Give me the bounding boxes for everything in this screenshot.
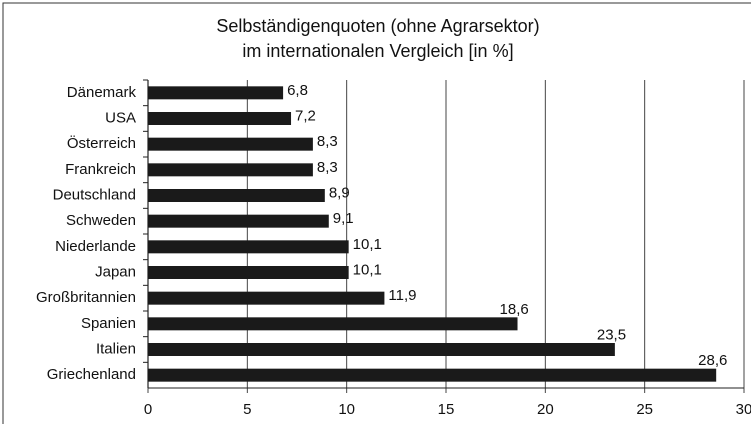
data-label: 8,3 xyxy=(317,159,338,176)
chart-title: im internationalen Vergleich [in %] xyxy=(242,41,513,61)
y-tick-label: Griechenland xyxy=(47,366,136,383)
y-tick-label: Schweden xyxy=(66,212,136,229)
y-tick-label: Italien xyxy=(96,340,136,357)
data-label: 8,9 xyxy=(329,184,350,201)
bar xyxy=(148,189,325,202)
bar xyxy=(148,240,349,254)
y-tick-label: Niederlande xyxy=(55,238,136,255)
y-tick-label: Spanien xyxy=(81,315,136,332)
bar xyxy=(148,214,329,228)
y-tick-label: Japan xyxy=(95,263,136,280)
data-label: 9,1 xyxy=(333,210,354,227)
data-label: 28,6 xyxy=(698,352,727,369)
bar xyxy=(148,317,518,331)
x-tick-label: 20 xyxy=(537,401,554,418)
data-label: 6,8 xyxy=(287,82,308,99)
chart-title: Selbständigenquoten (ohne Agrarsektor) xyxy=(216,16,539,36)
y-tick-label: Großbritannien xyxy=(36,289,136,306)
bar xyxy=(148,112,292,125)
data-label: 18,6 xyxy=(500,301,529,318)
x-tick-label: 5 xyxy=(243,401,251,418)
bar xyxy=(148,86,284,100)
y-tick-label: Österreich xyxy=(67,134,136,152)
y-tick-label: Deutschland xyxy=(53,186,136,203)
bar xyxy=(148,291,385,305)
x-tick-label: 30 xyxy=(736,401,751,418)
bar xyxy=(148,163,313,177)
x-tick-label: 10 xyxy=(338,401,355,418)
bar xyxy=(148,343,615,356)
data-label: 23,5 xyxy=(597,326,626,343)
bar xyxy=(148,137,313,151)
data-label: 11,9 xyxy=(388,287,416,304)
data-label: 10,1 xyxy=(353,261,382,278)
data-label: 8,3 xyxy=(317,133,338,150)
x-tick-label: 0 xyxy=(144,401,152,418)
x-tick-label: 15 xyxy=(438,401,455,418)
y-tick-label: Dänemark xyxy=(67,84,137,101)
bar xyxy=(148,266,349,279)
data-label: 10,1 xyxy=(353,236,382,253)
y-tick-label: Frankreich xyxy=(65,161,136,178)
data-label: 7,2 xyxy=(295,107,316,124)
y-tick-label: USA xyxy=(105,109,136,126)
bar xyxy=(148,368,717,382)
x-tick-label: 25 xyxy=(636,401,653,418)
